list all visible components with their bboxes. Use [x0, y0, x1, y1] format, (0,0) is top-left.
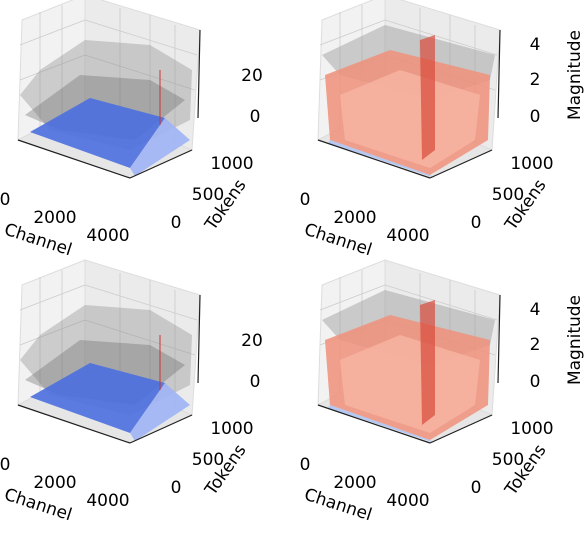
- grid-line: [84, 54, 196, 91]
- surface-base: [328, 405, 435, 443]
- x-tick-label: 0: [300, 455, 311, 475]
- axis-edge: [129, 414, 193, 444]
- grid-line: [19, 19, 86, 46]
- grid-line: [19, 54, 86, 81]
- grid-line: [384, 19, 498, 56]
- grid-line: [319, 284, 386, 311]
- axis-edge: [197, 29, 201, 119]
- axis-edge: [129, 149, 193, 179]
- x-tick-label: 4000: [386, 491, 429, 511]
- axis-edge: [497, 29, 501, 119]
- y-tick-label: 500: [492, 450, 524, 470]
- z-tick-label: 0: [530, 372, 541, 392]
- surface-edge: [130, 383, 190, 441]
- y-tick-label: 500: [192, 450, 224, 470]
- z-tick-label: 0: [250, 372, 261, 392]
- grid-line: [19, 319, 86, 346]
- y-tick-label: 500: [492, 185, 524, 205]
- x-tick-label: 0: [0, 455, 10, 475]
- x-tick-label: 0: [0, 190, 10, 210]
- axis-edge: [17, 139, 131, 179]
- grid-line: [319, 19, 386, 46]
- z-axis-label: Magnitude: [565, 30, 585, 120]
- surface-base: [328, 140, 435, 178]
- panel: 02000400005001000024ChannelTokensMagnitu…: [300, 0, 585, 260]
- axis-edge: [429, 149, 493, 179]
- x-tick-label: 4000: [386, 226, 429, 246]
- grid-line: [384, 284, 498, 321]
- surface: [340, 335, 480, 433]
- axis-edge: [497, 294, 501, 384]
- surface: [340, 70, 480, 168]
- surface-edge: [130, 118, 190, 176]
- y-tick-label: 500: [192, 185, 224, 205]
- y-tick-label: 0: [171, 478, 182, 498]
- grid-line: [84, 319, 196, 356]
- x-tick-label: 2000: [33, 208, 76, 228]
- y-tick-label: 1000: [510, 419, 553, 439]
- axis-edge: [317, 139, 431, 179]
- surface: [30, 363, 165, 433]
- z-tick-label: 4: [530, 35, 541, 55]
- y-tick-label: 1000: [210, 154, 253, 174]
- axis-edge: [197, 294, 201, 384]
- x-tick-label: 2000: [333, 208, 376, 228]
- x-tick-label: 4000: [86, 491, 129, 511]
- z-tick-label: 0: [250, 107, 261, 127]
- axis-edge: [17, 404, 131, 444]
- y-tick-label: 0: [171, 213, 182, 233]
- z-tick-label: 4: [530, 300, 541, 320]
- surface: [420, 35, 435, 160]
- x-tick-label: 4000: [86, 226, 129, 246]
- y-tick-label: 0: [471, 478, 482, 498]
- z-tick-label: 20: [241, 331, 263, 351]
- y-tick-label: 1000: [510, 154, 553, 174]
- z-tick-label: 20: [241, 66, 263, 86]
- grid-line: [84, 19, 198, 56]
- z-tick-label: 2: [530, 70, 541, 90]
- z-tick-label: 2: [530, 335, 541, 355]
- grid-line: [84, 284, 198, 321]
- y-tick-label: 1000: [210, 419, 253, 439]
- surface: [420, 300, 435, 425]
- x-tick-label: 0: [300, 190, 311, 210]
- panel: 02000400005001000024ChannelTokensMagnitu…: [300, 259, 585, 525]
- z-tick-label: 0: [530, 107, 541, 127]
- axis-edge: [317, 404, 431, 444]
- x-tick-label: 2000: [333, 473, 376, 493]
- y-tick-label: 0: [471, 213, 482, 233]
- surface: [30, 98, 165, 168]
- z-axis-label: Magnitude: [565, 295, 585, 385]
- grid-line: [19, 284, 86, 311]
- x-tick-label: 2000: [33, 473, 76, 493]
- axis-edge: [429, 414, 493, 444]
